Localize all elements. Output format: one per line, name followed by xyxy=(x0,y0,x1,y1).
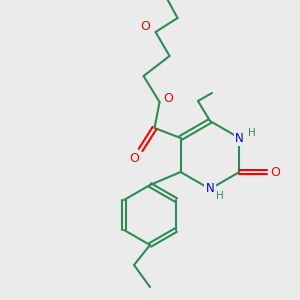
Text: O: O xyxy=(130,152,140,164)
Text: H: H xyxy=(248,128,255,138)
Text: O: O xyxy=(271,166,281,178)
Text: N: N xyxy=(206,182,214,196)
Text: N: N xyxy=(235,131,244,145)
Text: O: O xyxy=(141,20,151,32)
Text: H: H xyxy=(216,191,224,201)
Text: O: O xyxy=(164,92,173,104)
